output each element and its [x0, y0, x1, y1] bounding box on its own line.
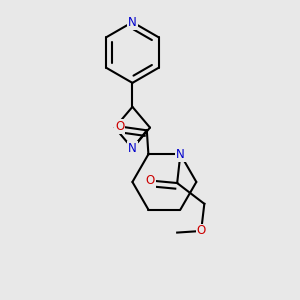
Text: N: N [128, 16, 137, 29]
Text: N: N [128, 142, 137, 155]
Text: O: O [115, 120, 124, 133]
Text: O: O [196, 224, 206, 238]
Text: O: O [146, 174, 154, 187]
Text: N: N [176, 148, 185, 161]
